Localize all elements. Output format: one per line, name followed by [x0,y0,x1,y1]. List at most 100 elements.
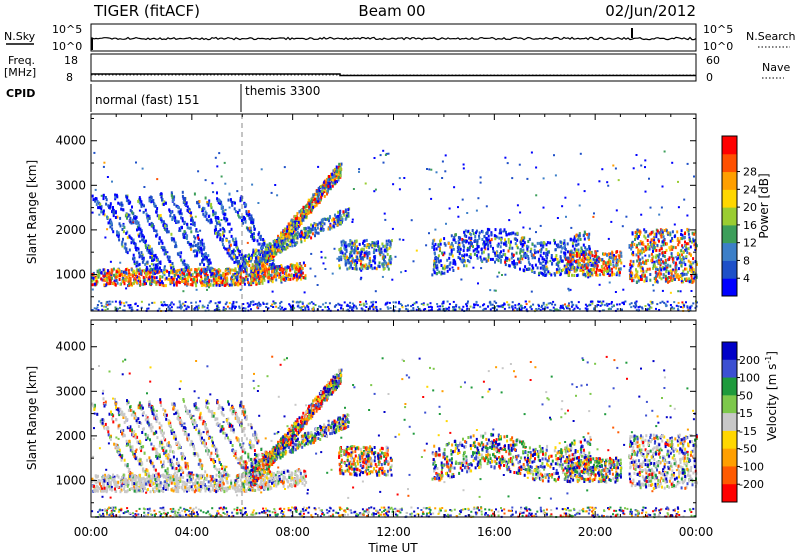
echo-cell [300,240,303,244]
echo-cell [268,266,270,270]
echo-cell [283,227,286,231]
echo-cell [458,252,461,256]
echo-cell [156,263,159,266]
echo-cell [264,269,267,273]
echo-cell [659,272,662,276]
echo-cell [246,260,249,264]
echo-cell [255,248,258,252]
echo-cell [139,282,142,286]
echo-cell [639,232,641,236]
echo-cell [171,271,174,275]
echo-cell [566,307,568,310]
echo-cell [318,221,321,225]
echo-cell [338,264,341,268]
echo-cell [658,248,661,252]
echo-cell [118,278,121,281]
nave-label: Nave [762,61,790,74]
echo-cell [235,270,238,274]
echo-cell [278,265,281,268]
echo-cell [135,248,138,252]
echo-cell [431,245,434,249]
echo-cell [102,274,105,278]
echo-cell [586,257,589,261]
echo-cell [320,225,323,229]
echo-cell [674,246,677,250]
echo-cell [555,268,558,272]
echo-cell [156,270,159,274]
echo-cell [375,267,378,271]
echo-cell [382,267,385,271]
echo-cell [526,247,529,251]
echo-cell [232,250,234,254]
echo-cell [463,230,466,234]
echo-cell [227,248,230,252]
echo-cell [234,269,237,272]
echo-cell [259,257,262,261]
echo-cell [255,260,257,263]
echo-cell [177,220,180,224]
echo-cell [334,180,337,184]
echo-cell [372,259,375,263]
echo-cell [643,234,646,238]
echo-cell [553,238,556,242]
echo-cell [578,308,581,311]
echo-cell [120,270,123,273]
echo-cell [571,244,574,248]
echo-cell [248,226,251,230]
echo-cell [292,263,295,267]
echo-cell [656,243,659,247]
echo-cell [158,236,161,240]
freq-tick-top: 18 [64,54,78,67]
echo-cell [228,283,231,287]
nave-tick-top: 60 [706,54,720,67]
echo-cell [386,265,389,269]
echo-cell [346,255,348,259]
echo-cell [570,262,573,266]
echo-cell [468,248,471,252]
echo-cell [210,202,213,206]
echo-cell [194,236,197,240]
echo-cell [328,175,330,178]
echo-cell [152,254,155,258]
echo-cell [230,256,233,260]
echo-cell [599,273,602,277]
echo-cell [337,217,340,221]
echo-cell [267,256,270,260]
echo-cell [615,266,618,270]
echo-cell [302,305,305,308]
echo-cell [186,277,189,281]
echo-cell [157,214,160,218]
echo-cell [461,254,464,258]
echo-cell [136,281,138,285]
echo-cell [210,273,213,277]
echo-cell [438,247,441,251]
echo-cell [269,249,272,253]
echo-cell [213,280,216,283]
echo-cell [649,278,652,282]
echo-cell [382,253,385,257]
echo-cell [485,259,488,263]
echo-cell [163,200,166,204]
echo-cell [676,239,679,243]
echo-cell [178,275,181,279]
echo-cell [595,256,598,260]
echo-cell [364,263,367,267]
echo-cell [299,220,302,224]
echo-cell [690,263,693,266]
echo-cell [127,284,129,288]
echo-cell [152,225,155,228]
echo-cell [652,264,655,268]
echo-cell [174,245,177,249]
echo-cell [641,251,643,255]
echo-cell [240,264,243,268]
echo-cell [522,248,525,252]
echo-cell [207,276,209,279]
echo-cell [548,250,550,254]
echo-cell [368,252,371,256]
cpid-segment-2: themis 3300 [245,84,320,98]
echo-cell [565,268,568,272]
echo-cell [483,303,486,306]
echo-cell [145,274,148,278]
echo-cell [525,303,528,306]
echo-cell [337,221,340,225]
